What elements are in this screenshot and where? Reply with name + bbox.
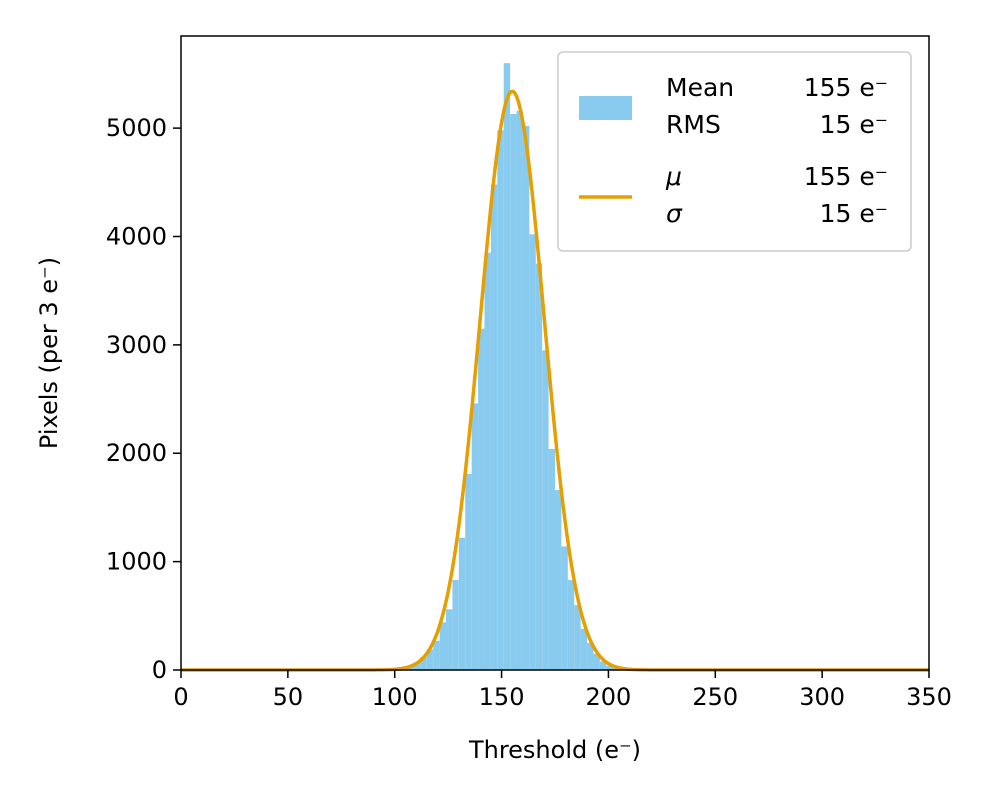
histogram-bar bbox=[593, 653, 600, 670]
histogram-bar bbox=[471, 403, 479, 670]
histogram-bar bbox=[497, 130, 504, 671]
plot-frame bbox=[180, 35, 930, 671]
histogram-bar bbox=[426, 649, 434, 670]
histogram-bar bbox=[413, 662, 421, 670]
histogram-bar bbox=[490, 184, 498, 670]
histogram-bar bbox=[478, 328, 485, 670]
histogram-bar bbox=[567, 580, 575, 670]
histogram-bar bbox=[599, 661, 607, 670]
histogram-bar bbox=[433, 640, 440, 670]
histogram-bar bbox=[510, 114, 517, 671]
histogram-bar bbox=[612, 667, 620, 670]
legend-hist-value-1: 155 e⁻ bbox=[804, 73, 888, 102]
x-tick-label: 300 bbox=[799, 683, 845, 711]
histogram-bar bbox=[542, 350, 549, 670]
x-tick-label: 250 bbox=[692, 683, 738, 711]
histogram-bar bbox=[606, 665, 613, 670]
histogram-bar bbox=[516, 110, 523, 671]
y-tick-label: 3000 bbox=[106, 331, 167, 359]
x-tick-label: 200 bbox=[586, 683, 632, 711]
y-axis-label: Pixels (per 3 e⁻) bbox=[35, 257, 63, 449]
histogram-bar bbox=[446, 609, 453, 670]
y-tick-label: 1000 bbox=[106, 548, 167, 576]
legend-fit-label-2: σ bbox=[666, 199, 683, 228]
legend: Mean 155 e⁻ RMS 15 e⁻ μ 155 e⁻ σ 15 e⁻ bbox=[557, 51, 912, 252]
histogram-bar bbox=[574, 604, 581, 670]
histogram-bar bbox=[561, 546, 568, 670]
legend-fit-label-1: μ bbox=[665, 162, 682, 191]
legend-box bbox=[557, 51, 912, 252]
legend-hist-value-2: 15 e⁻ bbox=[820, 110, 888, 139]
x-tick-label: 50 bbox=[273, 683, 304, 711]
histogram-bar bbox=[484, 252, 491, 670]
histogram-bar bbox=[529, 234, 536, 671]
legend-hist-label-2: RMS bbox=[666, 110, 721, 139]
histogram-bars bbox=[394, 63, 626, 671]
histogram-bar bbox=[452, 580, 459, 670]
legend-fit-value-2: 15 e⁻ bbox=[820, 199, 888, 228]
histogram-bar bbox=[522, 125, 530, 670]
y-tick-label: 5000 bbox=[106, 114, 167, 142]
x-tick-label: 100 bbox=[372, 683, 418, 711]
histogram-bar bbox=[465, 473, 472, 670]
legend-hist-label-1: Mean bbox=[666, 73, 734, 102]
histogram-bar bbox=[439, 622, 447, 670]
y-tick-label: 2000 bbox=[106, 439, 167, 467]
histogram-bar bbox=[503, 63, 511, 671]
x-tick-label: 350 bbox=[906, 683, 952, 711]
y-tick-label: 4000 bbox=[106, 222, 167, 250]
histogram-bar bbox=[587, 642, 594, 670]
x-axis-label: Threshold (e⁻) bbox=[468, 736, 641, 764]
histogram-bar bbox=[535, 263, 543, 670]
legend-fit-value-1: 155 e⁻ bbox=[804, 162, 888, 191]
x-axis-ticks: 0 50 100 150 200 250 300 350 bbox=[173, 670, 952, 711]
histogram-bar bbox=[555, 490, 562, 670]
histogram-bar bbox=[548, 448, 555, 670]
x-tick-label: 0 bbox=[173, 683, 188, 711]
legend-histogram-swatch bbox=[579, 96, 632, 120]
y-axis-ticks: 0 1000 2000 3000 4000 5000 bbox=[106, 114, 181, 684]
histogram-bar bbox=[458, 537, 466, 670]
x-tick-label: 150 bbox=[479, 683, 525, 711]
histogram-bar bbox=[420, 656, 427, 670]
y-tick-label: 0 bbox=[152, 656, 167, 684]
histogram-bar bbox=[580, 628, 588, 670]
